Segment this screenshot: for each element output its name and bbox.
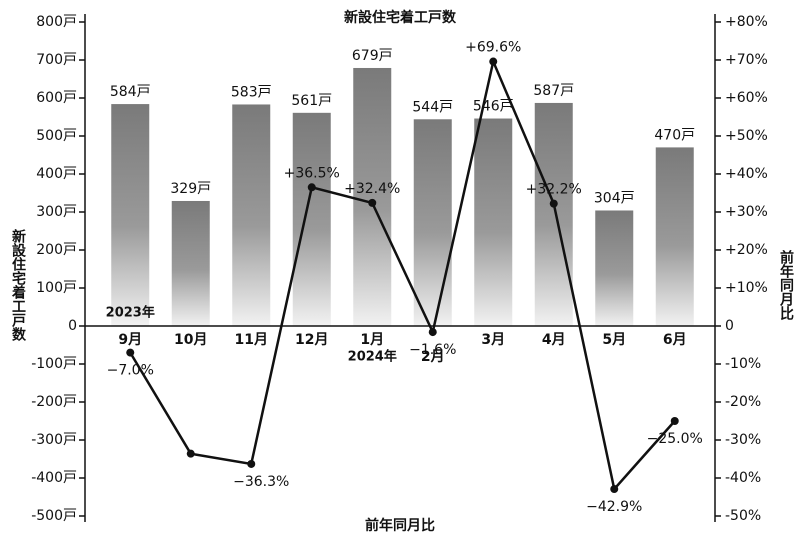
line-point: [549, 199, 558, 208]
line-value-label: +36.5%: [284, 165, 340, 181]
bar-value-label: 561戸: [291, 93, 332, 109]
bar: [171, 200, 210, 326]
bar-value-label: 679戸: [352, 48, 393, 64]
y2-tick-label: -10%: [725, 356, 761, 372]
line-point: [186, 449, 195, 458]
x-axis-title: 前年同月比: [365, 517, 435, 534]
bar-value-label: 546戸: [473, 99, 514, 115]
line: [129, 57, 676, 492]
y-tick-label: 100戸: [36, 280, 77, 296]
line-point: [247, 459, 256, 468]
annotation: 2023年: [106, 305, 155, 321]
y2-tick-label: +40%: [725, 166, 768, 182]
y2-tick-label: -40%: [725, 470, 761, 486]
line-value-label: −1.6%: [409, 342, 456, 358]
x-tick-label: 9月: [118, 332, 142, 348]
x-tick-label: 11月: [235, 332, 268, 348]
x-tick-label: 5月: [602, 332, 626, 348]
y-tick-label: 0: [68, 318, 77, 334]
bar-value-label: 329戸: [170, 181, 211, 197]
y-tick-label: -500戸: [31, 508, 77, 524]
line-value-label: −42.9%: [586, 499, 642, 515]
y2-tick-label: 0: [725, 318, 734, 334]
y-tick-label: 800戸: [36, 14, 77, 30]
x-tick-label: 12月: [295, 332, 328, 348]
y2-tick-label: +60%: [725, 90, 768, 106]
y-tick-label: -300戸: [31, 432, 77, 448]
y2-tick-label: -50%: [725, 508, 761, 524]
bar: [534, 102, 573, 326]
y2-tick-label: +50%: [725, 128, 768, 144]
bar: [353, 67, 392, 326]
annotation: 2024年: [348, 349, 397, 365]
line-point: [489, 57, 498, 66]
line-point: [428, 328, 437, 337]
y-tick-label: 200戸: [36, 242, 77, 258]
bar-value-label: 584戸: [110, 84, 151, 100]
bar: [655, 147, 694, 326]
bar-value-label: 544戸: [412, 99, 453, 115]
y2-tick-label: +30%: [725, 204, 768, 220]
line-value-label: +69.6%: [465, 40, 521, 56]
bar-value-label: 587戸: [533, 83, 574, 99]
line-point: [368, 198, 377, 207]
x-tick-label: 1月: [360, 332, 384, 348]
line-point: [126, 348, 135, 357]
bar-value-label: 304戸: [594, 190, 635, 206]
bar: [292, 112, 331, 326]
bar: [111, 104, 150, 326]
line-value-label: −25.0%: [647, 431, 703, 447]
bar-value-label: 470戸: [654, 127, 695, 143]
chart-title: 新設住宅着工戸数: [344, 9, 457, 26]
x-tick-label: 2月: [421, 349, 445, 365]
line-value-label: +32.2%: [526, 182, 582, 198]
y2-tick-label: +70%: [725, 52, 768, 68]
x-tick-label: 3月: [481, 332, 505, 348]
y-tick-label: 600戸: [36, 90, 77, 106]
line-point: [670, 417, 679, 425]
line-point: [307, 183, 316, 192]
x-tick-label: 6月: [663, 332, 687, 348]
line-value-label: +32.4%: [344, 181, 400, 197]
y2-tick-label: -20%: [725, 394, 761, 410]
y-tick-label: 300戸: [36, 204, 77, 220]
y2-tick-label: +80%: [725, 14, 768, 30]
y-tick-label: 500戸: [36, 128, 77, 144]
bar: [413, 119, 452, 326]
y2-tick-label: +10%: [725, 280, 768, 296]
x-tick-label: 4月: [542, 332, 566, 348]
y-tick-label: -400戸: [31, 470, 77, 486]
line-value-label: −7.0%: [107, 363, 154, 379]
y2-axis-title: 前年同月比: [778, 249, 795, 321]
y-tick-label: 700戸: [36, 52, 77, 68]
line-value-label: −36.3%: [233, 474, 289, 490]
bar: [474, 118, 513, 327]
y-tick-label: -100戸: [31, 356, 77, 372]
y-tick-label: 400戸: [36, 166, 77, 182]
bar: [595, 210, 634, 326]
y2-tick-label: -30%: [725, 432, 761, 448]
y2-tick-label: +20%: [725, 242, 768, 258]
y-tick-label: -200戸: [31, 394, 77, 410]
x-tick-label: 10月: [174, 332, 207, 348]
bar-value-label: 583戸: [231, 84, 272, 100]
y-axis-title: 新設住宅着工戸数: [10, 228, 27, 342]
line-point: [610, 485, 619, 494]
bar: [232, 104, 271, 327]
